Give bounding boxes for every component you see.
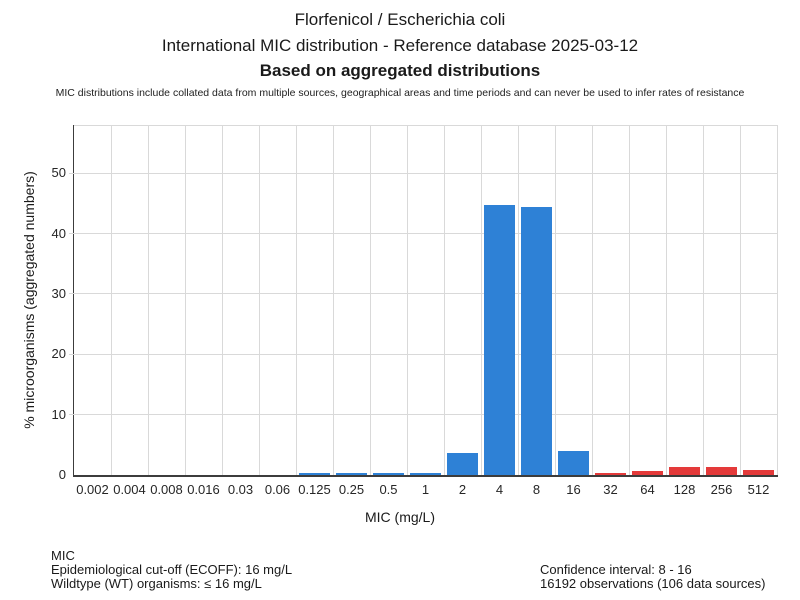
x-tick-label-0.06: 0.06 bbox=[264, 482, 291, 497]
x-tick-label-2: 2 bbox=[458, 482, 467, 497]
grid-line-x bbox=[443, 125, 445, 475]
grid-line-x bbox=[184, 125, 186, 475]
bar-0.5 bbox=[372, 473, 405, 475]
x-tick-label-0.03: 0.03 bbox=[227, 482, 254, 497]
bar-128 bbox=[668, 466, 701, 475]
footer-left-block: MIC Epidemiological cut-off (ECOFF): 16 … bbox=[51, 549, 292, 591]
footer-right-block: Confidence interval: 8 - 16 16192 observ… bbox=[540, 563, 765, 591]
bar-1 bbox=[409, 473, 442, 475]
y-tick-label-50: 50 bbox=[51, 165, 66, 181]
grid-line-x bbox=[739, 125, 741, 475]
bar-64 bbox=[631, 471, 664, 475]
grid-line-x bbox=[702, 125, 704, 475]
bar-16 bbox=[557, 450, 590, 475]
x-tick-label-512: 512 bbox=[747, 482, 770, 497]
grid-line-y-40 bbox=[69, 233, 777, 235]
plot-border-top bbox=[74, 125, 778, 126]
grid-line-x bbox=[258, 125, 260, 475]
grid-line-x bbox=[147, 125, 149, 475]
grid-line-x bbox=[517, 125, 519, 475]
x-tick-label-16: 16 bbox=[566, 482, 581, 497]
y-tick-label-10: 10 bbox=[51, 406, 66, 422]
x-axis-label: MIC (mg/L) bbox=[365, 509, 435, 525]
chart-subtitle: International MIC distribution - Referen… bbox=[161, 36, 639, 55]
grid-line-x bbox=[591, 125, 593, 475]
bar-4 bbox=[483, 205, 516, 475]
grid-line-x bbox=[480, 125, 482, 475]
grid-line-y-30 bbox=[69, 293, 777, 295]
y-tick-label-0: 0 bbox=[58, 467, 66, 482]
grid-line-x bbox=[628, 125, 630, 475]
footer-mic-heading: MIC bbox=[51, 548, 75, 563]
x-tick-label-64: 64 bbox=[640, 482, 655, 497]
bar-256 bbox=[705, 467, 738, 475]
plot-border-right bbox=[777, 125, 778, 475]
bar-2 bbox=[446, 453, 479, 475]
bar-32 bbox=[594, 472, 627, 475]
x-tick-label-0.016: 0.016 bbox=[187, 482, 220, 497]
footer-observations: 16192 observations (106 data sources) bbox=[540, 576, 766, 591]
grid-line-y-10 bbox=[69, 414, 777, 416]
x-tick-label-8: 8 bbox=[532, 482, 541, 497]
x-tick-label-0.5: 0.5 bbox=[379, 482, 398, 497]
x-tick-label-32: 32 bbox=[603, 482, 618, 497]
bar-8 bbox=[520, 207, 553, 475]
x-tick-label-0.25: 0.25 bbox=[338, 482, 365, 497]
x-axis-line bbox=[73, 475, 778, 477]
x-tick-label-1: 1 bbox=[421, 482, 430, 497]
x-tick-label-0.004: 0.004 bbox=[113, 482, 146, 497]
x-tick-label-256: 256 bbox=[710, 482, 733, 497]
grid-line-x bbox=[221, 125, 223, 475]
bar-512 bbox=[742, 470, 775, 475]
grid-line-x bbox=[332, 125, 334, 475]
chart-title: Florfenicol / Escherichia coli bbox=[294, 10, 506, 29]
grid-line-x bbox=[369, 125, 371, 475]
y-tick-label-40: 40 bbox=[51, 225, 66, 241]
x-tick-label-0.008: 0.008 bbox=[150, 482, 183, 497]
plot-area bbox=[69, 125, 777, 475]
disclaimer-text: MIC distributions include collated data … bbox=[55, 87, 745, 99]
bar-0.125 bbox=[298, 473, 331, 475]
y-tick-label-20: 20 bbox=[51, 346, 66, 362]
x-tick-label-4: 4 bbox=[495, 482, 504, 497]
x-tick-label-0.125: 0.125 bbox=[298, 482, 331, 497]
x-tick-label-128: 128 bbox=[673, 482, 696, 497]
footer-ecoff-line: Epidemiological cut-off (ECOFF): 16 mg/L bbox=[51, 562, 293, 577]
y-tick-label-30: 30 bbox=[51, 285, 66, 301]
y-axis-line bbox=[72, 125, 74, 476]
x-tick-label-0.002: 0.002 bbox=[76, 482, 109, 497]
grid-line-y-20 bbox=[69, 353, 777, 355]
footer-confidence-interval: Confidence interval: 8 - 16 bbox=[540, 562, 692, 577]
grid-line-x bbox=[406, 125, 408, 475]
grid-line-x bbox=[295, 125, 297, 475]
chart-subtitle-emphasis: Based on aggregated distributions bbox=[259, 61, 541, 80]
grid-line-y-50 bbox=[69, 172, 777, 174]
bar-0.25 bbox=[335, 473, 368, 475]
grid-line-x bbox=[665, 125, 667, 475]
grid-line-x bbox=[554, 125, 556, 475]
footer-wildtype-line: Wildtype (WT) organisms: ≤ 16 mg/L bbox=[51, 576, 262, 591]
grid-line-x bbox=[110, 125, 112, 475]
